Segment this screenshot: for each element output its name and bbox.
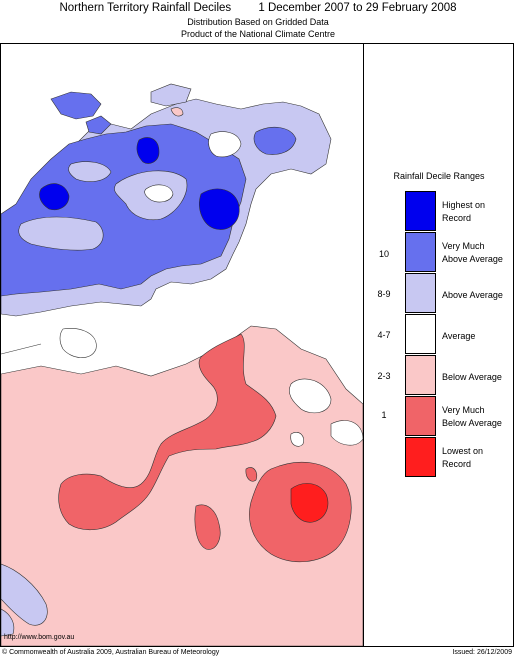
legend-label-very-much-above: Very Much Above Average	[442, 241, 503, 264]
legend-label-above: Above Average	[442, 290, 503, 300]
legend-label-lowest: Lowest on Record	[442, 446, 484, 469]
region-very-much-above-average	[1, 123, 247, 297]
region-above-average-southwest-2	[1, 608, 15, 637]
map-legend-divider	[363, 43, 364, 647]
region-highest-on-record-1	[199, 188, 240, 230]
issued-date: Issued: 26/12/2009	[452, 649, 512, 656]
region-above-average-island-3	[85, 115, 112, 135]
legend-swatch-highest	[405, 191, 436, 231]
legend-swatch-above	[405, 273, 436, 313]
region-very-much-above-average-east	[253, 126, 297, 155]
region-average-pocket-northeast	[208, 131, 242, 158]
subtitle-method: Distribution Based on Gridded Data	[187, 17, 329, 27]
legend-title: Rainfall Decile Ranges	[393, 171, 485, 181]
region-above-average-island-2	[150, 83, 192, 107]
title-period: 1 December 2007 to 29 February 2008	[258, 2, 457, 14]
legend-swatch-average	[405, 314, 436, 354]
legend-range-very-much-above: 10	[378, 249, 389, 259]
legend-swatch-very-much-below	[405, 396, 436, 436]
region-average-pocket-4	[330, 420, 363, 446]
map-title: Northern Territory Rainfall Deciles 1 De…	[0, 2, 516, 14]
legend-range-average: 4-7	[377, 330, 391, 340]
legend-range-below: 2-3	[377, 371, 391, 381]
region-below-average-north-pocket	[170, 107, 184, 117]
region-very-much-below-average-small-1	[194, 504, 221, 550]
region-below-average-south	[1, 325, 363, 646]
region-average-pocket-1	[289, 378, 332, 414]
region-above-average-island-1	[50, 91, 102, 120]
region-above-average-southwest	[1, 563, 48, 626]
legend-range-above: 8-9	[377, 289, 391, 299]
region-average-pocket-3	[290, 432, 304, 447]
map-frame	[0, 43, 514, 647]
legend-label-highest: Highest on Record	[442, 200, 486, 223]
legend-label-very-much-below: Very Much Below Average	[442, 405, 502, 428]
region-above-average-pocket-2	[18, 216, 104, 251]
region-average-pocket-north	[144, 184, 174, 203]
legend-swatch-lowest	[405, 437, 436, 477]
region-very-much-below-average-central	[58, 333, 277, 531]
region-highest-on-record-3	[39, 183, 70, 211]
title-region: Northern Territory Rainfall Deciles	[59, 2, 232, 14]
region-above-average-pocket-3	[68, 161, 112, 182]
legend-label-below: Below Average	[442, 372, 502, 382]
legend-range-very-much-below: 1	[381, 410, 387, 420]
legend-swatch-below	[405, 355, 436, 395]
source-url: http://www.bom.gov.au	[4, 634, 75, 641]
subtitle-product: Product of the National Climate Centre	[180, 29, 336, 39]
copyright-notice: © Commonwealth of Australia 2009, Austra…	[2, 649, 220, 656]
legend-label-average: Average	[442, 331, 476, 341]
region-lowest-on-record	[290, 483, 329, 523]
region-very-much-below-average-small-2	[245, 467, 258, 482]
rainfall-decile-map	[1, 44, 363, 646]
region-average-pocket-2	[59, 328, 97, 358]
region-highest-on-record-2	[136, 137, 160, 164]
legend-swatch-very-much-above	[405, 232, 436, 272]
